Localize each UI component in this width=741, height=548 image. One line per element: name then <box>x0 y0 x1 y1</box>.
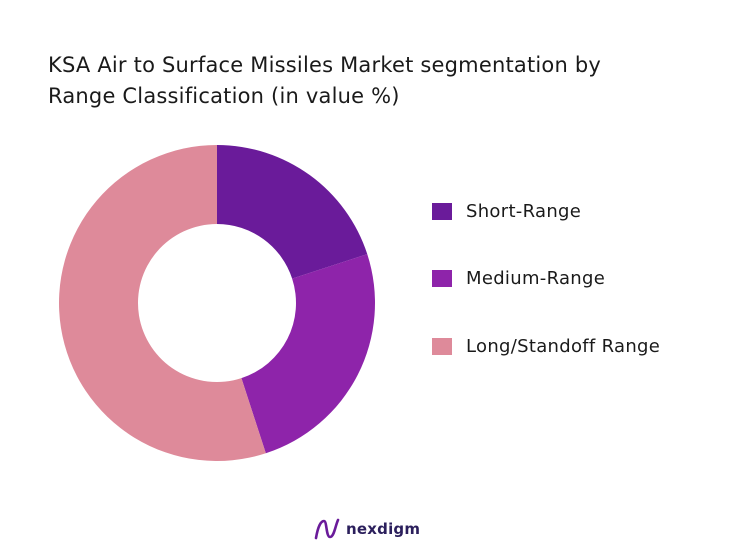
nexdigm-logo-icon <box>314 518 340 540</box>
legend-swatch-short-range <box>432 202 452 220</box>
donut-slice-medium-range <box>241 254 376 454</box>
legend-label-long-standoff-range: Long/Standoff Range <box>466 335 661 357</box>
legend: Short-Range Medium-Range Long/Standoff R… <box>432 198 660 401</box>
legend-item-medium-range: Medium-Range <box>432 266 660 292</box>
chart-title: KSA Air to Surface Missiles Market segme… <box>48 50 708 112</box>
brand-name: nexdigm <box>346 520 421 538</box>
donut-slice-long-standoff-range <box>59 145 266 461</box>
legend-swatch-long-standoff-range <box>432 337 452 355</box>
donut-slice-short-range <box>217 145 368 279</box>
chart-title-line-1: KSA Air to Surface Missiles Market segme… <box>48 53 602 77</box>
brand-logo: nexdigm <box>314 518 420 540</box>
legend-item-long-standoff-range: Long/Standoff Range <box>432 333 660 359</box>
chart-title-line-2: Range Classification (in value %) <box>48 84 400 108</box>
legend-item-short-range: Short-Range <box>432 198 660 224</box>
legend-label-medium-range: Medium-Range <box>466 268 606 289</box>
legend-swatch-medium-range <box>432 270 452 287</box>
legend-label-short-range: Short-Range <box>466 200 582 222</box>
